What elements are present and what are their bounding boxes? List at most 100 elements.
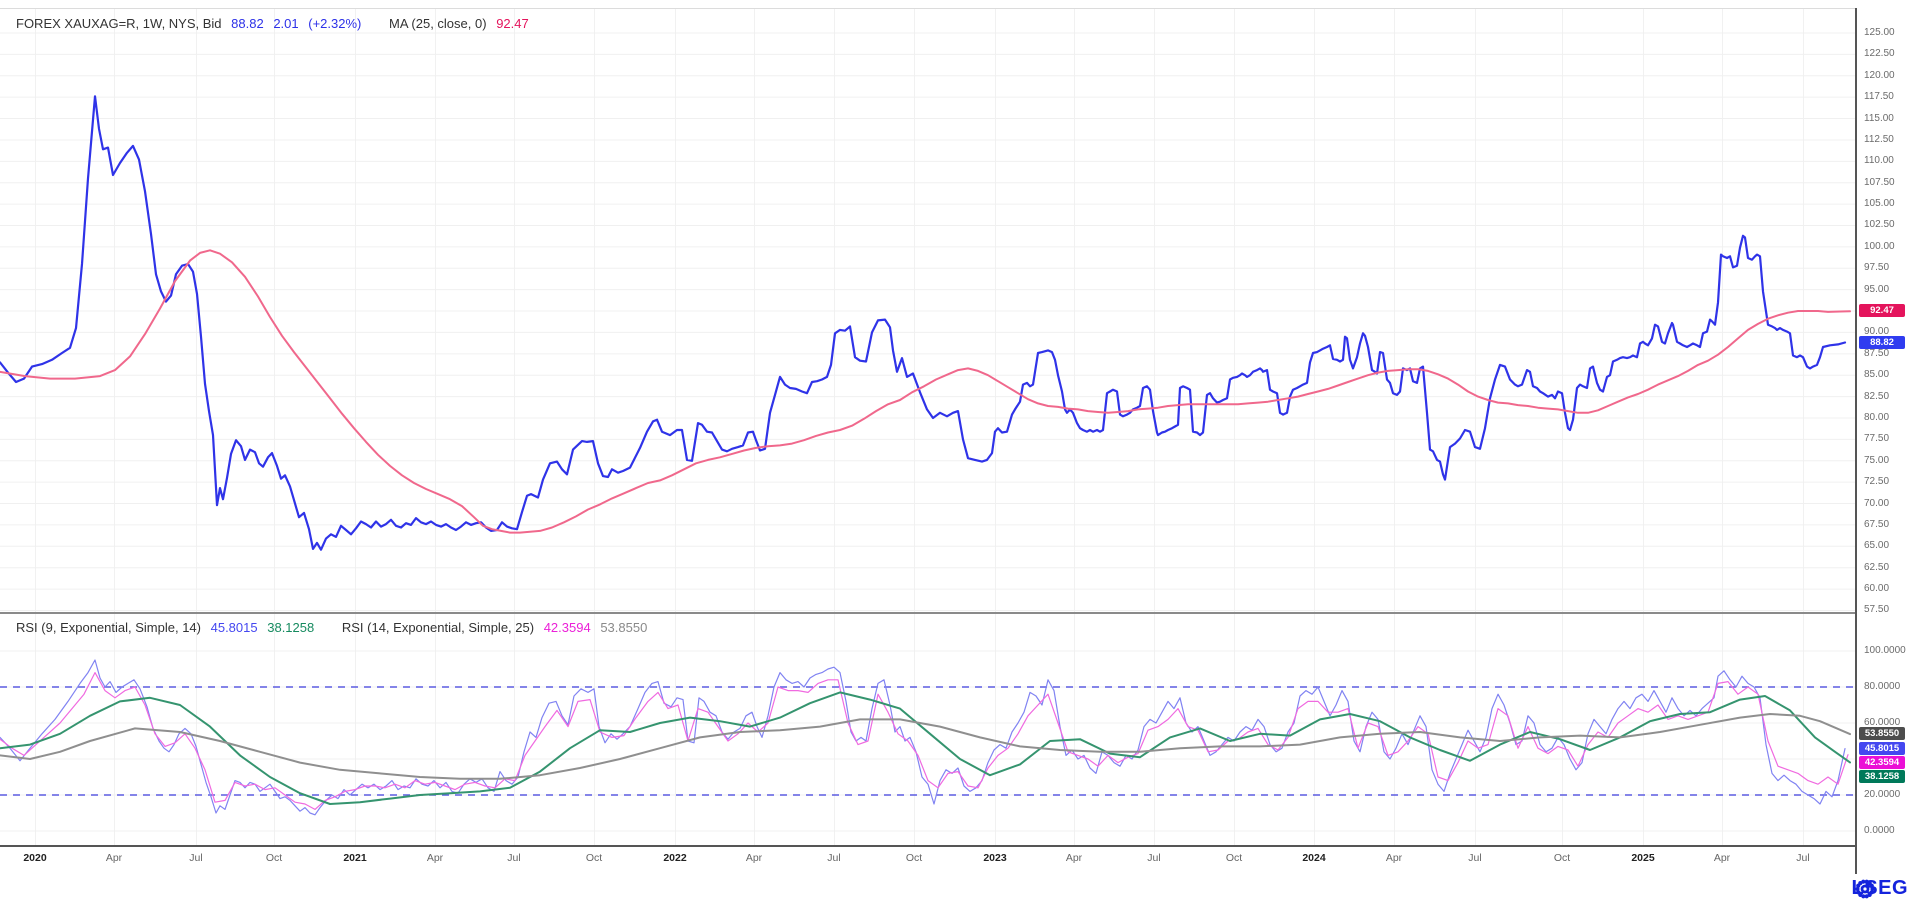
x-axis-year-label: 2023 (983, 852, 1007, 864)
y-axis-tick: 82.50 (1864, 390, 1890, 402)
vertical-gridline (355, 9, 356, 845)
vertical-gridline (514, 9, 515, 845)
x-axis-month-label: Apr (426, 852, 444, 864)
y-axis-tick: 67.50 (1864, 518, 1890, 530)
x-axis-month-label: Apr (105, 852, 123, 864)
y-axis-tick: 85.00 (1864, 369, 1890, 381)
x-axis-year-label: 2022 (663, 852, 687, 864)
y-axis-tick: 110.00 (1864, 155, 1894, 167)
x-axis-month-label: Apr (1385, 852, 1403, 864)
lseg-crest-icon (1854, 879, 1875, 898)
vertical-gridline (35, 9, 36, 845)
x-axis-year-label: 2020 (23, 852, 47, 864)
x-axis-year-label: 2024 (1302, 852, 1326, 864)
x-axis-month-label: Apr (745, 852, 763, 864)
price-chart-canvas[interactable] (0, 8, 1855, 613)
panel-separator[interactable] (0, 612, 1855, 614)
y-axis-tick: 115.00 (1864, 112, 1894, 124)
vertical-gridline (1475, 9, 1476, 845)
price-badge: 92.47 (1859, 304, 1905, 318)
vertical-gridline (1643, 9, 1644, 845)
y-axis-tick: 60.0000 (1864, 717, 1901, 728)
vertical-gridline (1154, 9, 1155, 845)
x-axis-month-label: Jul (1796, 852, 1810, 864)
y-axis-tick: 60.00 (1864, 583, 1890, 595)
vertical-gridline (1234, 9, 1235, 845)
x-axis-month-label: Jul (1468, 852, 1482, 864)
rsi2-value: 42.3594 (543, 620, 591, 635)
y-axis-tick: 122.50 (1864, 48, 1895, 60)
y-axis-tick: 77.50 (1864, 433, 1890, 445)
vertical-gridline (114, 9, 115, 845)
y-axis-tick: 62.50 (1864, 561, 1890, 573)
rsi-legend[interactable]: RSI (9, Exponential, Simple, 14) 45.8015… (16, 620, 653, 635)
price-badge: 88.82 (1859, 335, 1905, 349)
x-axis-month-label: Jul (1147, 852, 1161, 864)
x-axis-year-label: 2021 (343, 852, 367, 864)
vertical-gridline (1562, 9, 1563, 845)
price-badge: 38.1258 (1859, 769, 1905, 783)
price-change: 2.01 (273, 16, 299, 31)
vertical-gridline (754, 9, 755, 845)
y-axis-tick: 105.00 (1864, 198, 1895, 210)
last-price: 88.82 (231, 16, 264, 31)
instrument-legend[interactable]: FOREX XAUXAG=R, 1W, NYS, Bid 88.82 2.01 … (16, 16, 535, 31)
y-axis-tick: 95.00 (1864, 283, 1890, 295)
chart-top-border (0, 8, 1855, 9)
x-axis-month-label: Jul (189, 852, 203, 864)
vertical-gridline (834, 9, 835, 845)
price-change-pct: (+2.32%) (308, 16, 362, 31)
vertical-gridline (1722, 9, 1723, 845)
vertical-gridline (1394, 9, 1395, 845)
y-axis-tick: 112.50 (1864, 133, 1894, 145)
y-axis-tick: 90.00 (1864, 326, 1890, 338)
x-axis-month-label: Apr (1065, 852, 1083, 864)
x-axis-month-label: Jul (827, 852, 841, 864)
vertical-gridline (196, 9, 197, 845)
y-axis-tick: 102.50 (1864, 219, 1895, 231)
time-axis-line (0, 845, 1856, 847)
y-axis-tick: 120.00 (1864, 69, 1895, 81)
y-axis-tick: 80.00 (1864, 411, 1890, 423)
x-axis-month-label: Oct (1553, 852, 1571, 864)
y-axis-tick: 107.50 (1864, 176, 1895, 188)
x-axis-month-label: Oct (585, 852, 603, 864)
ma-value: 92.47 (496, 16, 529, 31)
rsi1-signal-value: 38.1258 (267, 620, 315, 635)
x-axis-month-label: Apr (1713, 852, 1731, 864)
x-axis-month-label: Oct (1225, 852, 1243, 864)
y-axis-tick: 75.00 (1864, 454, 1890, 466)
rsi1-value: 45.8015 (210, 620, 258, 635)
instrument-title: FOREX XAUXAG=R, 1W, NYS, Bid (16, 16, 222, 31)
y-axis-tick: 117.50 (1864, 91, 1894, 103)
x-axis-year-label: 2025 (1631, 852, 1655, 864)
ma-label: MA (25, close, 0) (389, 16, 487, 31)
lseg-logo: LSEG (1852, 877, 1908, 900)
y-axis-tick: 70.00 (1864, 497, 1890, 509)
x-axis-month-label: Jul (507, 852, 521, 864)
y-axis-tick: 100.0000 (1864, 645, 1906, 656)
rsi2-signal-value: 53.8550 (600, 620, 648, 635)
vertical-gridline (435, 9, 436, 845)
rsi1-label: RSI (9, Exponential, Simple, 14) (16, 620, 201, 635)
price-badge: 45.8015 (1859, 741, 1905, 755)
vertical-gridline (274, 9, 275, 845)
vertical-gridline (1074, 9, 1075, 845)
price-badge: 53.8550 (1859, 727, 1905, 741)
y-axis-tick: 65.00 (1864, 540, 1890, 552)
vertical-gridline (995, 9, 996, 845)
vertical-gridline (675, 9, 676, 845)
rsi-chart-canvas[interactable] (0, 613, 1855, 846)
x-axis-month-label: Oct (265, 852, 283, 864)
y-axis-tick: 80.0000 (1864, 681, 1901, 692)
x-axis-month-label: Oct (905, 852, 923, 864)
y-axis-tick: 72.50 (1864, 476, 1890, 488)
vertical-gridline (914, 9, 915, 845)
price-badge: 42.3594 (1859, 755, 1905, 769)
y-axis-tick: 97.50 (1864, 262, 1890, 274)
y-axis-tick: 100.00 (1864, 240, 1895, 252)
price-axis-line (1855, 8, 1857, 874)
y-axis-tick: 20.0000 (1864, 789, 1901, 800)
y-axis-tick: 125.00 (1864, 27, 1895, 38)
